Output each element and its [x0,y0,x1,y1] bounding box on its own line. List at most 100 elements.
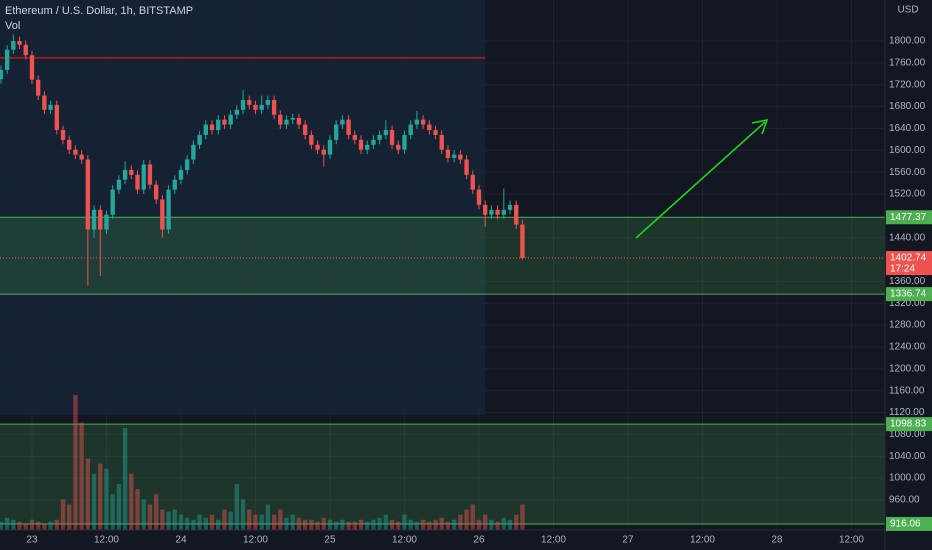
volume-bar [321,517,326,530]
volume-bar [36,521,41,530]
candle-body [458,154,463,160]
candle-body [489,209,494,215]
volume-bar [284,517,289,530]
trend-arrow-head [751,118,769,135]
candle-body [203,124,208,135]
zone [0,217,885,295]
x-tick-label: 25 [324,535,336,546]
volume-bar [153,494,159,530]
candle-body [290,118,295,120]
chart-title: Ethereum / U.S. Dollar, 1h, BITSTAMP [5,5,193,17]
price-tag-label: 1402.74 [890,253,927,264]
candle-body [383,130,389,135]
volume-bar [104,468,109,530]
candle-body [228,114,233,125]
candle-body [60,130,66,140]
candle-body [334,124,339,140]
candle-body [191,144,196,160]
volume-bar [228,511,233,530]
candle-body [209,124,215,131]
volume-bar [147,504,153,530]
volume-bar [172,509,177,530]
candle-body [296,118,302,125]
candle-body [464,159,469,175]
candle-body [91,209,97,230]
volume-bar [42,523,47,530]
candle-body [321,149,326,155]
volume-bar [166,511,171,530]
candle-body [36,79,41,96]
trend-arrow [635,121,766,239]
candle-body [340,119,345,125]
candle-body [253,104,258,110]
volume-bar [160,509,165,530]
candle-body [315,144,320,150]
y-tick-label: 1440.00 [889,232,926,243]
candle-body [85,159,91,230]
volume-bar [253,514,258,530]
volume-bar [54,519,59,530]
x-tick-label: 23 [26,535,38,546]
volume-bar [365,521,370,530]
candle-body [278,114,283,125]
volume-bar [278,509,283,530]
candle-body [302,124,308,135]
price-tag-label: 1098.83 [890,419,927,430]
candle-body [185,159,190,170]
candle-body [23,44,28,56]
volume-bar [371,519,376,530]
volume-bar [60,499,66,530]
volume-bar [346,521,351,530]
volume-bar [67,504,72,530]
volume-bar [98,463,103,530]
candle-body [11,40,16,50]
y-tick-label: 1320.00 [889,298,926,309]
candle-body [141,164,146,190]
candle-body [240,99,246,110]
candle-body [259,104,264,110]
y-tick-label: 1720.00 [889,79,926,90]
y-tick-label: 1280.00 [889,320,926,331]
volume-bar [507,519,513,530]
candle-body [73,149,78,155]
y-tick-label: 1160.00 [889,385,925,396]
volume-bar [408,519,413,530]
volume-bar [216,519,221,530]
candle-body [98,209,103,230]
candle-body [178,169,184,180]
candle-body [197,134,202,145]
x-tick-label: 26 [473,535,485,546]
candle-body [160,199,165,230]
x-tick-label: 12:00 [839,535,864,546]
candle-body [445,149,451,158]
volume-bar [396,521,401,530]
y-tick-label: 1520.00 [889,189,926,200]
candle-body [365,144,370,150]
candle-body [514,204,519,225]
y-tick-label: 1800.00 [889,36,926,47]
candle-body [346,119,351,135]
y-tick-label: 1640.00 [889,123,926,134]
candle-body [520,224,525,259]
candle-body [48,104,53,110]
candle-body [234,109,240,115]
y-tick-label: 1680.00 [889,101,926,112]
volume-bar [340,519,345,530]
volume-bar [73,395,78,530]
candle-body [110,189,115,215]
volume-bar [315,521,320,530]
candle-body [172,179,177,190]
y-tick-label: 1080.00 [889,429,926,440]
candle-body [439,134,444,150]
candle-body [402,134,407,150]
volume-bar [451,519,457,530]
volume-bar [178,514,184,530]
candle-body [408,124,413,135]
candle-body [389,130,395,145]
volume-bar [191,519,196,530]
volume-bar [427,521,432,530]
y-tick-label: 1200.00 [889,363,926,374]
volume-bar [185,517,190,530]
volume-bar [302,519,308,530]
candle-body [104,214,109,230]
